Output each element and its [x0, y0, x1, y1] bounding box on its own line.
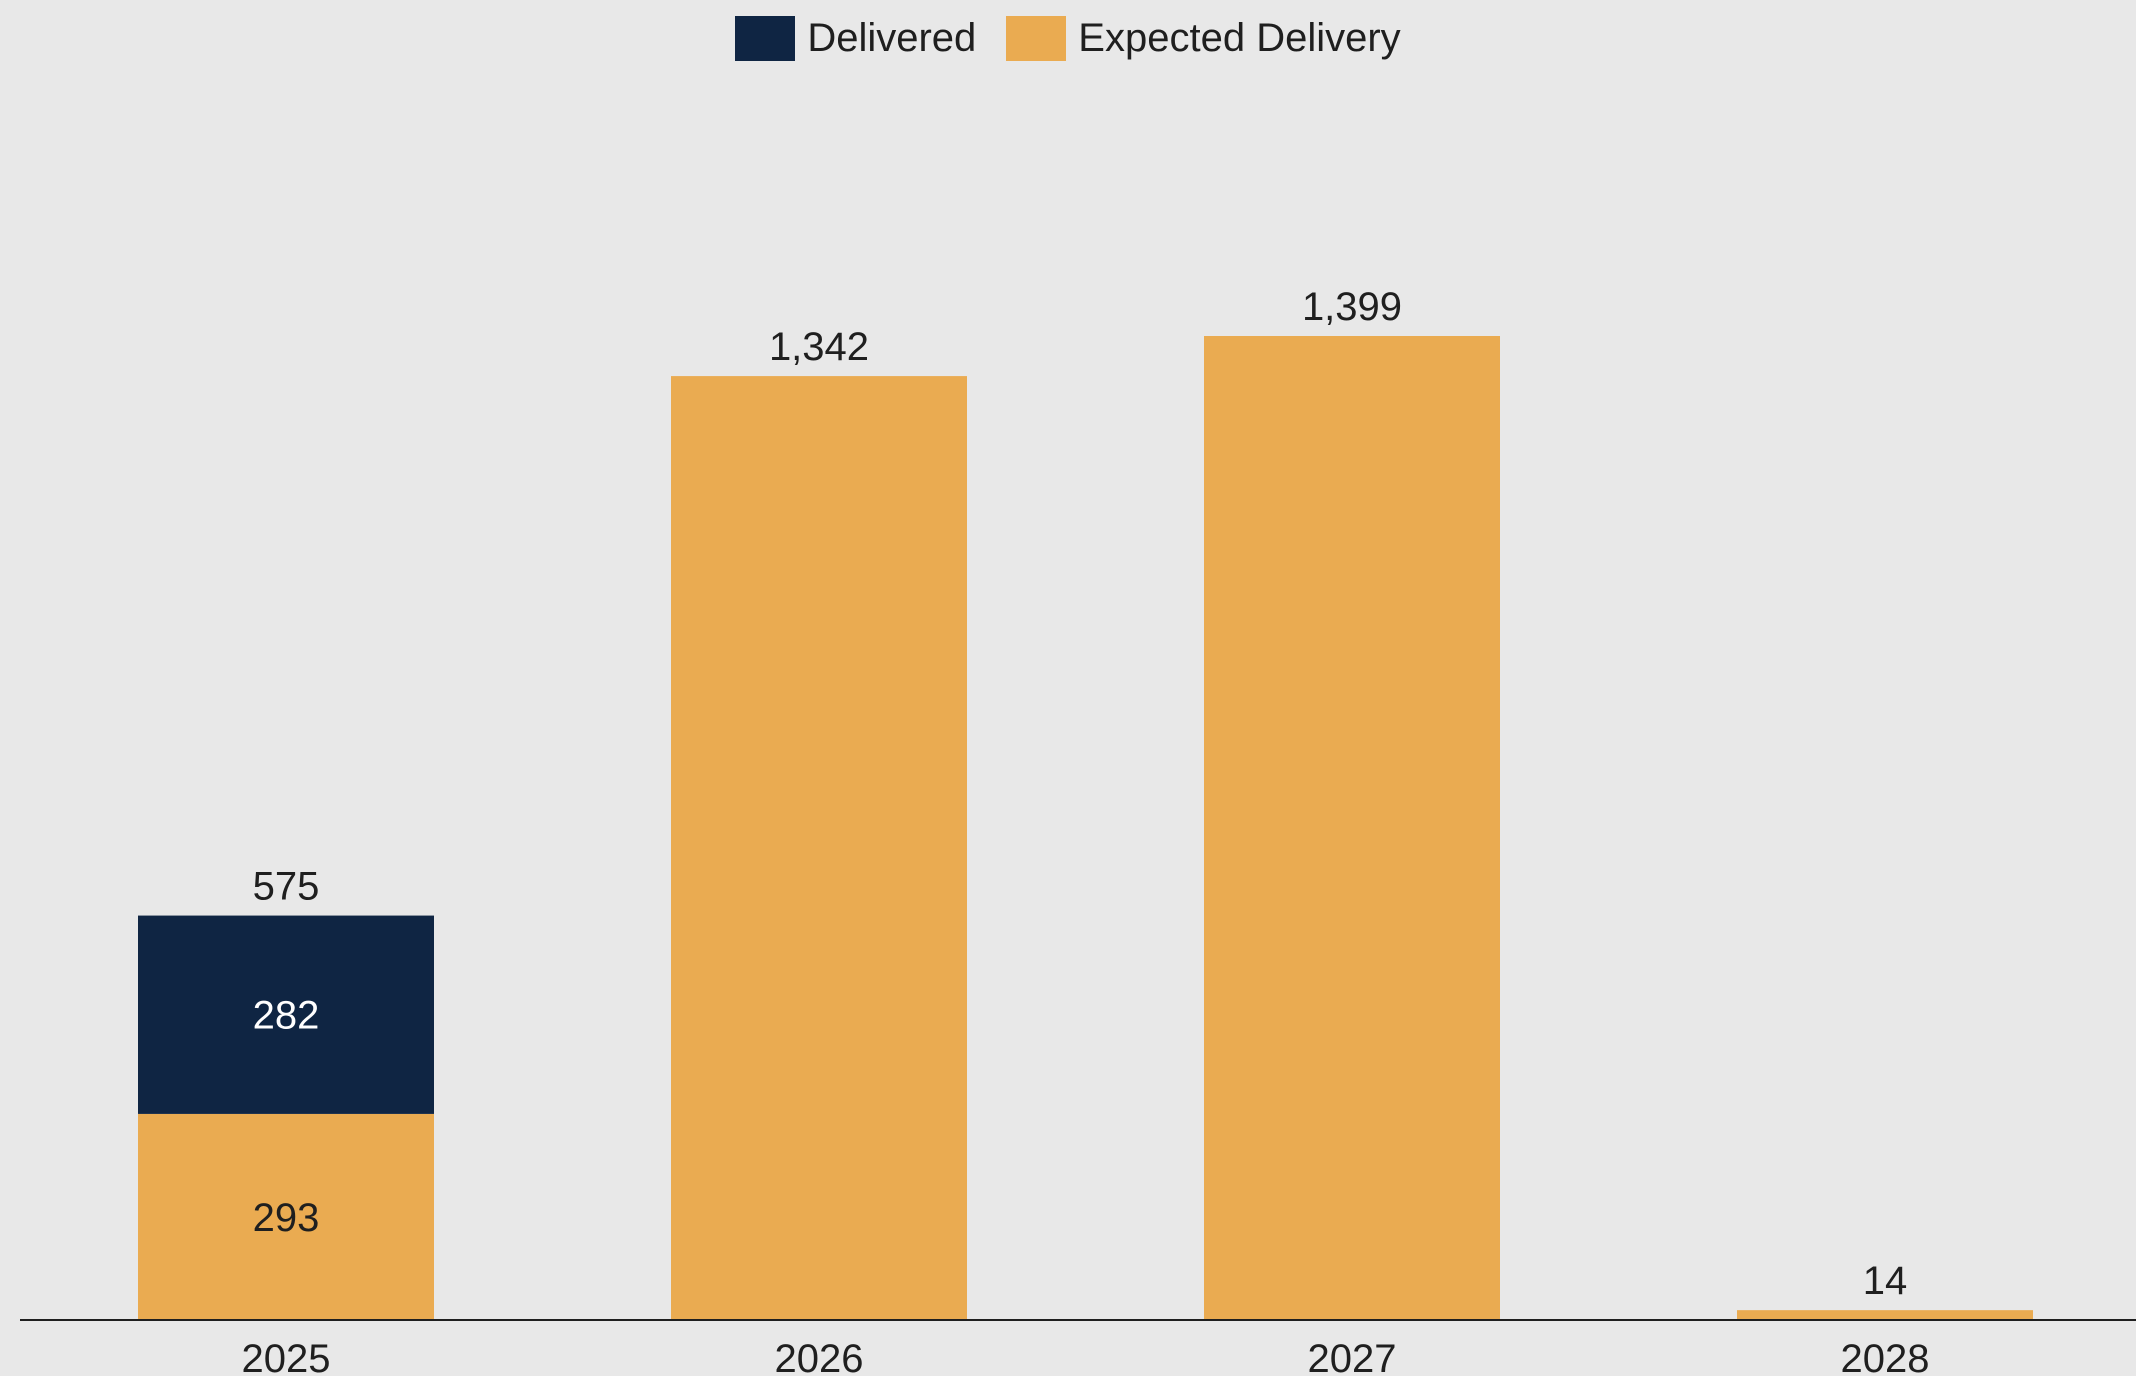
legend-label-expected-delivery: Expected Delivery [1078, 16, 1401, 60]
total-label-2028: 14 [1863, 1259, 1908, 1303]
total-label-2026: 1,342 [769, 325, 869, 369]
total-label-2025: 575 [253, 865, 320, 909]
x-tick-label-2028: 2028 [1841, 1337, 1930, 1376]
x-tick-label-2027: 2027 [1308, 1337, 1397, 1376]
bar-expected-delivery-2027 [1204, 336, 1500, 1320]
x-tick-label-2025: 2025 [242, 1337, 331, 1376]
bar-expected-delivery-2028 [1737, 1310, 2033, 1320]
bar-expected-delivery-2026 [671, 376, 967, 1320]
segment-label-delivered-2025: 282 [253, 994, 320, 1038]
legend-item-expected-delivery: Expected Delivery [1006, 16, 1401, 61]
legend: Delivered Expected Delivery [0, 16, 2136, 61]
legend-label-delivered: Delivered [807, 16, 977, 60]
x-tick-label-2026: 2026 [775, 1337, 864, 1376]
total-label-2027: 1,399 [1302, 285, 1402, 329]
bar-delivered-2025 [138, 915, 434, 1114]
legend-swatch-delivered [735, 16, 796, 61]
legend-item-delivered: Delivered [735, 16, 976, 61]
bar-expected-delivery-2025 [138, 1113, 434, 1320]
segment-label-expected-delivery-2025: 293 [253, 1196, 320, 1240]
legend-swatch-expected-delivery [1006, 16, 1067, 61]
